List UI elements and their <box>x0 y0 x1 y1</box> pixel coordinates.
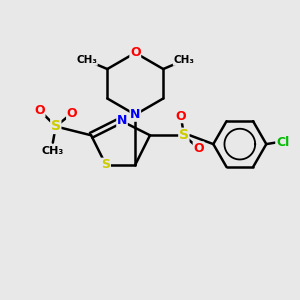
Text: O: O <box>67 107 77 120</box>
Text: Cl: Cl <box>276 136 289 149</box>
Text: N: N <box>130 108 140 121</box>
Text: O: O <box>193 142 204 155</box>
Text: O: O <box>130 46 141 59</box>
Text: N: N <box>117 114 127 127</box>
Text: O: O <box>34 104 45 117</box>
Text: S: S <box>179 128 189 142</box>
Text: CH₃: CH₃ <box>173 55 194 65</box>
Text: S: S <box>101 158 110 171</box>
Text: S: S <box>51 119 61 134</box>
Text: CH₃: CH₃ <box>42 146 64 157</box>
Text: O: O <box>176 110 186 123</box>
Text: CH₃: CH₃ <box>76 55 97 65</box>
